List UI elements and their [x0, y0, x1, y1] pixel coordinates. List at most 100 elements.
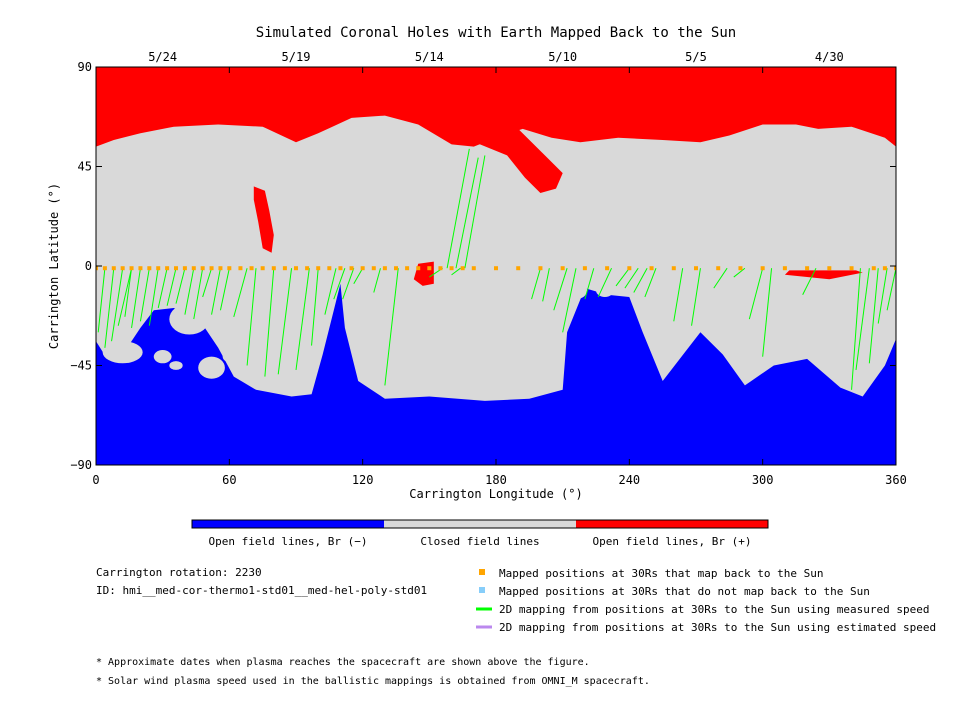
colorbar-label: Closed field lines	[420, 535, 539, 548]
mapping-line	[673, 268, 684, 322]
note-speed: * Solar wind plasma speed used in the ba…	[96, 676, 650, 687]
mapping-line	[868, 268, 879, 364]
plot-area	[95, 66, 897, 466]
mapping-line	[97, 268, 106, 333]
mapping-lines	[97, 148, 896, 390]
mapped-point	[227, 266, 232, 271]
mapping-line	[802, 267, 817, 295]
x-tick-label: 120	[352, 473, 374, 487]
legend-marker	[479, 587, 485, 593]
mapping-line	[531, 268, 541, 300]
x-tick-label: 180	[485, 473, 507, 487]
mapping-line	[202, 268, 213, 298]
y-tick-label: −90	[70, 458, 92, 472]
top-date-ticks: 5/24 5/19 5/14 5/10 5/5 4/30	[148, 50, 844, 64]
date-tick-label: 5/24	[148, 50, 177, 64]
mapping-line	[295, 268, 310, 370]
closed-island	[564, 281, 588, 300]
mapping-line	[342, 268, 355, 300]
mapped-point	[382, 266, 387, 271]
y-tick-label: 90	[78, 60, 92, 74]
mapped-point	[102, 266, 107, 271]
mapped-point	[649, 266, 654, 271]
carrington-rotation: Carrington rotation: 2230	[96, 566, 262, 579]
colorbar: Open field lines, Br (−) Closed field lin…	[191, 519, 769, 548]
x-tick-label: 300	[752, 473, 774, 487]
mapped-point	[360, 266, 365, 271]
mapped-point	[294, 266, 298, 271]
mapped-point	[191, 266, 196, 271]
mapped-point	[238, 266, 243, 271]
mapping-line	[644, 268, 657, 298]
mapped-point	[805, 266, 810, 271]
mapped-point	[827, 266, 832, 271]
colorbar-label: Open field lines, Br (+)	[593, 535, 752, 548]
mapping-line	[691, 268, 701, 326]
mapping-line	[233, 268, 248, 317]
closed-island	[596, 283, 614, 297]
note-dates: * Approximate dates when plasma reaches …	[96, 657, 590, 668]
mapped-point	[371, 266, 376, 271]
mapping-line	[219, 268, 230, 311]
mapping-line	[175, 268, 186, 304]
x-tick-label: 360	[885, 473, 907, 487]
mapping-line	[733, 267, 746, 278]
mapped-point	[427, 266, 432, 271]
mapped-point	[111, 266, 116, 271]
y-axis-ticks: 90 45 0 −45 −90	[70, 60, 896, 472]
mapped-point	[327, 266, 332, 271]
mapping-line	[148, 268, 159, 326]
open-field-negative-south	[96, 283, 896, 465]
mapping-line	[713, 267, 728, 289]
mapping-line	[624, 267, 639, 289]
mapped-point	[174, 266, 178, 271]
mapping-line	[139, 268, 150, 322]
mapping-line	[104, 268, 115, 348]
mapping-line	[851, 268, 861, 390]
mapped-point	[349, 266, 354, 271]
mapped-point	[249, 266, 254, 271]
mapping-line	[193, 268, 204, 320]
closed-island	[169, 361, 183, 370]
mapping-line	[584, 268, 595, 300]
x-axis-label: Carrington Longitude (°)	[409, 487, 582, 501]
mapped-point	[882, 266, 887, 271]
mapping-line	[166, 268, 177, 306]
mapping-line	[446, 148, 470, 269]
mapping-line	[384, 268, 399, 386]
open-positive-patch	[784, 270, 863, 280]
mapped-point	[438, 266, 443, 271]
mapping-line	[373, 268, 381, 293]
colorbar-segment	[576, 520, 768, 528]
open-positive-patch	[253, 186, 274, 253]
legend: Mapped positions at 30Rs that map back t…	[476, 567, 936, 634]
mapped-point	[338, 266, 343, 271]
y-axis-label: Carrington Latitude (°)	[47, 183, 61, 349]
colorbar-segment	[192, 520, 384, 528]
mapped-point	[182, 266, 187, 271]
mapped-point	[120, 266, 125, 271]
mapped-point	[147, 266, 152, 271]
closed-island	[198, 356, 225, 379]
mapped-point	[449, 266, 454, 271]
mapped-point	[218, 266, 223, 271]
mapping-line	[455, 157, 479, 269]
mapping-line	[246, 268, 257, 366]
mapped-point	[209, 266, 214, 271]
mapping-line	[131, 268, 141, 328]
legend-marker	[479, 569, 485, 575]
mapping-line	[311, 268, 319, 346]
closed-island	[222, 350, 245, 364]
mapping-line	[464, 155, 486, 269]
mapped-point	[416, 266, 421, 271]
mapping-line	[553, 268, 568, 311]
colorbar-label: Open field lines, Br (−)	[209, 535, 368, 548]
mapped-point	[894, 266, 896, 271]
mapped-point	[560, 266, 565, 271]
mapped-point	[494, 266, 498, 271]
mapped-point	[394, 266, 398, 271]
open-positive-patch	[451, 124, 563, 193]
date-tick-label: 5/14	[415, 50, 444, 64]
mapping-line	[542, 268, 550, 302]
